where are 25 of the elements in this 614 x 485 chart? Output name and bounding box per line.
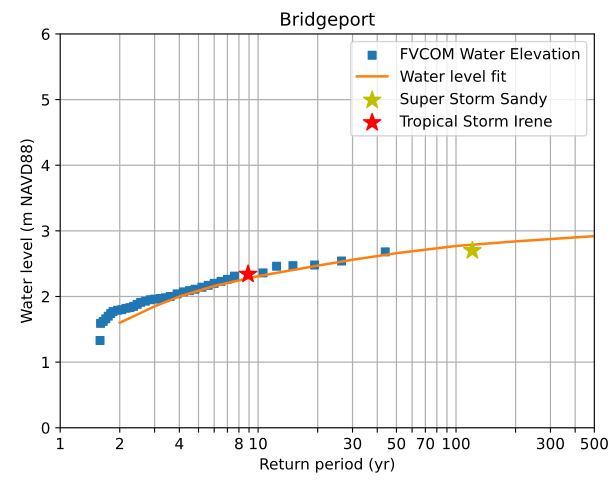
y-tick-label: 1	[42, 356, 50, 368]
y-tick-label: 5	[42, 94, 50, 106]
x-tick-label: 500	[580, 438, 608, 450]
y-tick-label: 0	[42, 422, 50, 434]
x-tick-label: 50	[388, 438, 406, 450]
y-tick-label: 2	[42, 290, 49, 302]
y-tick-label: 6	[42, 28, 50, 40]
x-tick-label: 10	[250, 438, 267, 450]
x-tick-label: 2	[116, 438, 124, 450]
x-tick-label: 8	[235, 438, 243, 450]
x-tick-label: 300	[537, 438, 564, 450]
x-tick-label: 70	[416, 438, 434, 450]
x-tick-label: 30	[344, 438, 362, 450]
x-axis-title: Return period (yr)	[260, 458, 394, 473]
chart-title: Bridgeport	[281, 12, 375, 30]
y-axis-title: Water level (m NAVD88)	[20, 139, 34, 324]
x-tick-label: 1	[56, 438, 64, 450]
x-tick-label: 100	[443, 438, 470, 450]
legend-label: Super Storm Sandy	[400, 92, 548, 108]
legend-label: Tropical Storm Irene	[400, 114, 552, 130]
legend-label: FVCOM Water Elevation	[401, 48, 580, 60]
y-tick-label: 3	[42, 225, 50, 237]
legend-label: Water level fit	[400, 70, 506, 82]
y-tick-label: 4	[41, 160, 50, 172]
x-tick-label: 4	[175, 438, 184, 450]
